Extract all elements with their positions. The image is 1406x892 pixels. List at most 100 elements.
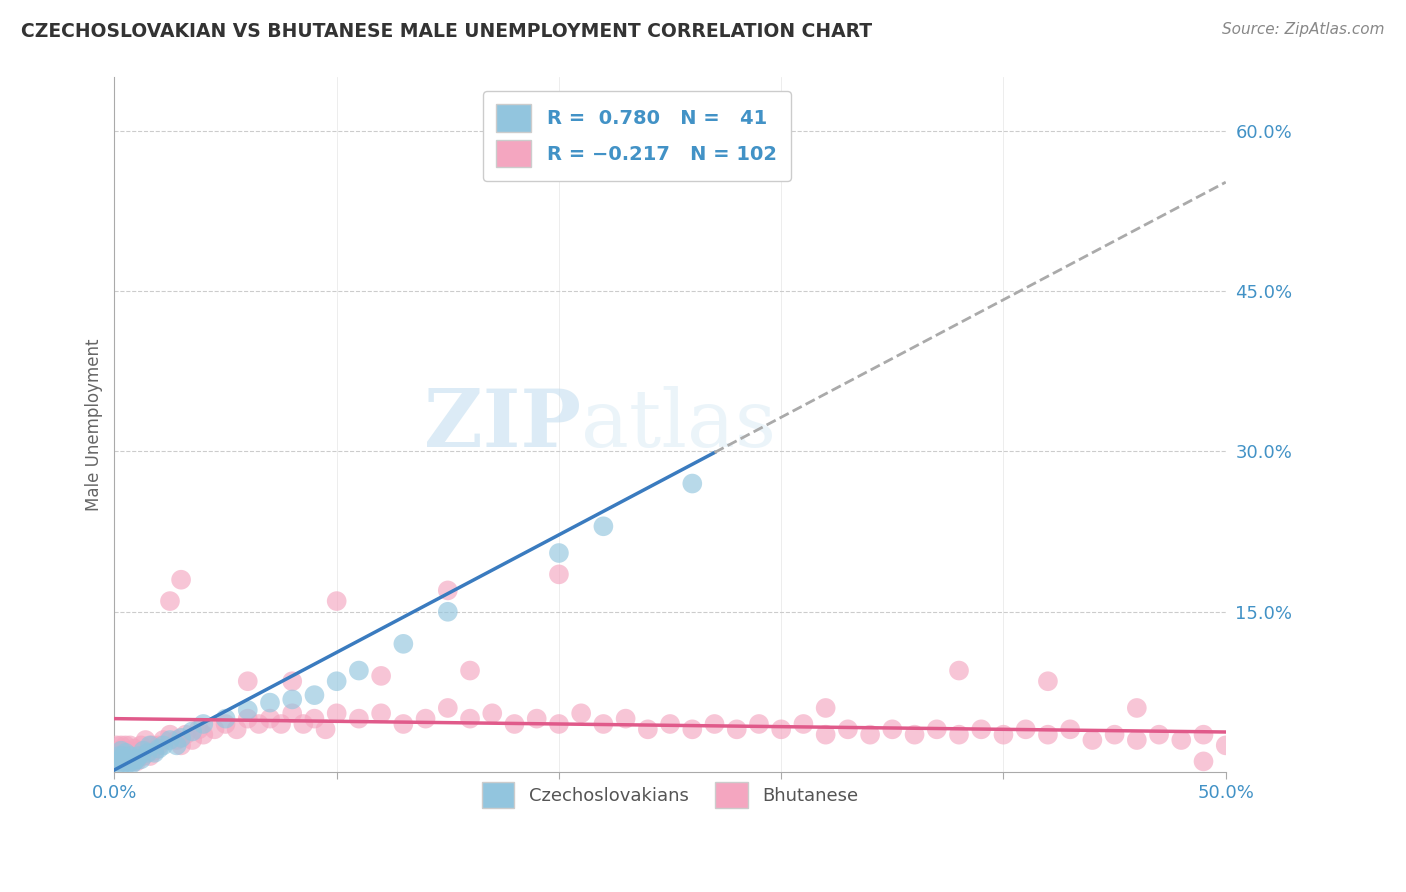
Point [152,733,174,747]
Point [108,744,131,758]
Point [225,723,247,737]
Point [118,749,141,764]
Point [193,728,215,742]
Point [247,717,270,731]
Point [304,688,326,702]
Point [837,723,859,737]
Point [181,733,204,747]
Point [114,739,136,753]
Point [548,546,571,560]
Point [193,717,215,731]
Point [118,739,141,753]
Point [948,664,970,678]
Point [125,755,148,769]
Point [108,755,131,769]
Point [214,717,236,731]
Point [112,744,135,758]
Point [124,749,146,764]
Point [281,674,304,689]
Point [325,594,347,608]
Point [136,746,159,760]
Point [1192,755,1215,769]
Point [236,674,259,689]
Point [814,701,837,715]
Point [236,703,259,717]
Point [1192,728,1215,742]
Point [270,717,292,731]
Point [129,752,152,766]
Text: Source: ZipAtlas.com: Source: ZipAtlas.com [1222,22,1385,37]
Point [259,712,281,726]
Point [129,739,152,753]
Point [117,755,139,769]
Point [159,594,181,608]
Point [1170,733,1192,747]
Point [170,739,193,753]
Text: CZECHOSLOVAKIAN VS BHUTANESE MALE UNEMPLOYMENT CORRELATION CHART: CZECHOSLOVAKIAN VS BHUTANESE MALE UNEMPL… [21,22,872,41]
Point [415,712,437,726]
Point [112,756,135,771]
Point [114,755,136,769]
Point [259,696,281,710]
Point [370,706,392,721]
Point [458,712,481,726]
Point [659,717,682,731]
Legend: Czechoslovakians, Bhutanese: Czechoslovakians, Bhutanese [474,775,866,815]
Point [392,637,415,651]
Point [159,733,181,747]
Point [125,746,148,760]
Point [117,752,139,766]
Point [143,744,166,758]
Point [181,724,204,739]
Point [436,583,458,598]
Point [110,744,132,758]
Point [970,723,993,737]
Point [166,733,188,747]
Point [681,476,703,491]
Point [121,746,143,760]
Point [304,712,326,726]
Point [125,752,148,766]
Text: ZIP: ZIP [425,385,581,464]
Point [105,739,128,753]
Point [132,744,155,758]
Point [187,723,209,737]
Point [174,728,197,742]
Point [725,723,748,737]
Point [1036,674,1059,689]
Point [110,752,132,766]
Point [347,712,370,726]
Point [436,605,458,619]
Point [132,749,155,764]
Point [148,741,170,756]
Point [118,755,141,769]
Point [859,728,882,742]
Point [526,712,548,726]
Point [681,723,703,737]
Point [703,717,725,731]
Point [637,723,659,737]
Point [993,728,1015,742]
Point [458,664,481,678]
Point [114,746,136,760]
Point [117,756,139,771]
Point [325,706,347,721]
Point [814,728,837,742]
Point [108,749,131,764]
Point [114,749,136,764]
Point [1126,701,1149,715]
Point [481,706,503,721]
Point [292,717,315,731]
Point [141,739,163,753]
Point [118,749,141,764]
Point [128,749,150,764]
Point [281,706,304,721]
Point [548,567,571,582]
Point [152,739,174,753]
Point [569,706,592,721]
Point [1126,733,1149,747]
Point [281,692,304,706]
Point [112,749,135,764]
Point [166,739,188,753]
Point [370,669,392,683]
